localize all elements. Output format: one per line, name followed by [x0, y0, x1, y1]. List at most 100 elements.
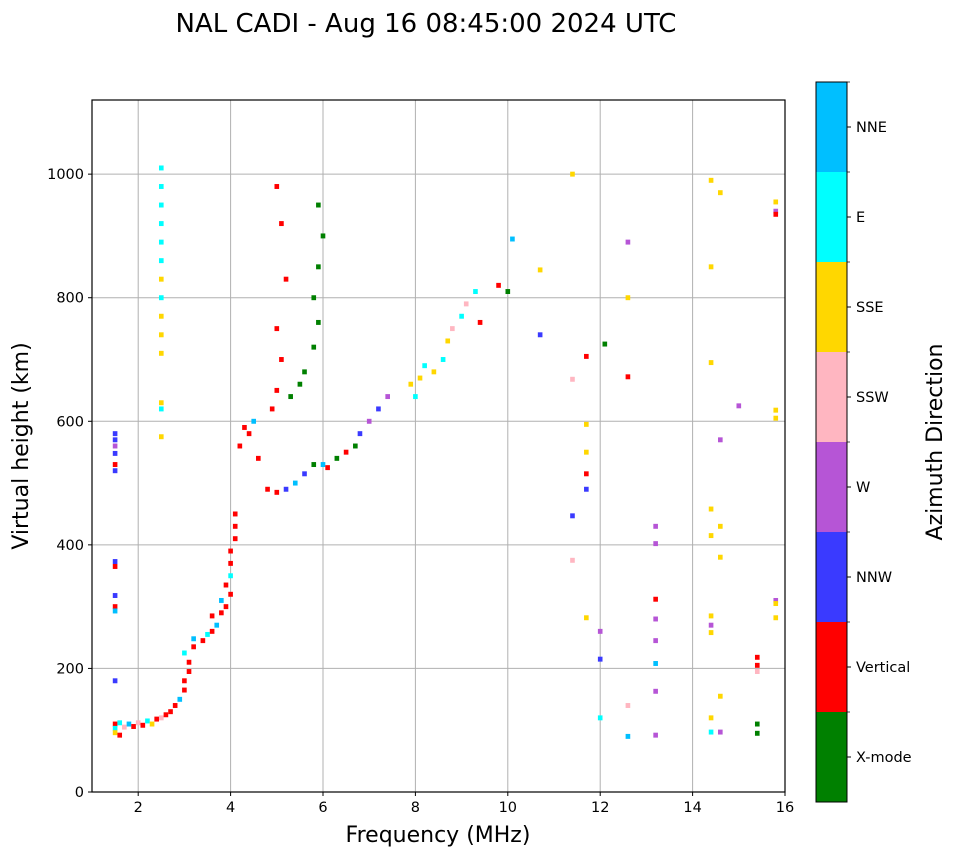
- echo-point: [126, 721, 132, 727]
- y-axis-label: Virtual height (km): [9, 342, 34, 549]
- echo-point: [154, 716, 159, 722]
- echo-point: [773, 597, 779, 603]
- echo-point: [459, 313, 464, 319]
- plot-frame: [91, 99, 786, 793]
- echo-point: [316, 202, 321, 208]
- echo-point: [408, 381, 414, 387]
- colorbar-swatch: [816, 352, 847, 442]
- echo-point: [158, 295, 164, 301]
- echo-point: [246, 431, 252, 437]
- x-tick-label: 4: [226, 800, 235, 816]
- echo-point: [625, 374, 631, 380]
- echo-point: [112, 559, 118, 565]
- echo-point: [214, 622, 220, 628]
- echo-point: [256, 455, 261, 461]
- x-tick-label: 14: [683, 800, 701, 816]
- echo-point: [708, 715, 714, 721]
- echo-point: [708, 533, 714, 539]
- echo-point: [112, 443, 118, 449]
- echo-point: [597, 628, 603, 634]
- echo-point: [773, 415, 779, 421]
- echo-point: [708, 360, 714, 366]
- echo-point: [708, 613, 714, 619]
- echo-point: [200, 638, 206, 644]
- echo-point: [754, 654, 760, 660]
- x-tick-label: 6: [318, 800, 327, 816]
- colorbar-swatch: [816, 82, 847, 172]
- echo-point: [112, 468, 118, 474]
- echo-point: [584, 421, 589, 427]
- echo-point: [718, 190, 723, 196]
- echo-point: [584, 486, 589, 492]
- colorbar-label-item: W: [856, 480, 870, 496]
- y-tick-label: 600: [56, 414, 84, 430]
- echo-point: [440, 357, 446, 362]
- y-tick-label: 0: [75, 785, 84, 801]
- echo-point: [158, 350, 164, 356]
- echo-point: [135, 720, 141, 726]
- echo-point: [597, 656, 603, 662]
- colorbar-label-item: Vertical: [856, 660, 910, 676]
- echo-point: [232, 536, 238, 542]
- echo-point: [653, 616, 658, 622]
- x-tick-label: 12: [591, 800, 609, 816]
- echo-point: [112, 678, 118, 684]
- colorbar-label-item: E: [856, 210, 865, 226]
- echo-point: [584, 615, 589, 621]
- echo-point: [450, 326, 455, 332]
- echo-point: [149, 721, 155, 727]
- echo-point: [158, 276, 164, 282]
- echo-point: [537, 332, 543, 338]
- echo-point: [653, 541, 658, 547]
- echo-point: [754, 721, 760, 727]
- echo-point: [653, 638, 658, 644]
- echo-point: [292, 480, 298, 486]
- echo-point: [343, 449, 349, 455]
- echo-point: [158, 313, 164, 319]
- colorbar-swatch: [816, 622, 847, 712]
- echo-point: [708, 622, 714, 628]
- echo-point: [163, 712, 169, 718]
- echo-point: [653, 732, 658, 738]
- echo-point: [773, 407, 779, 413]
- echo-point: [413, 394, 418, 400]
- echo-point: [283, 276, 289, 282]
- echo-point: [718, 554, 723, 560]
- echo-point: [172, 703, 178, 708]
- grid-lines: [92, 100, 786, 793]
- echo-point: [191, 644, 196, 650]
- echo-point: [223, 604, 229, 610]
- echo-point: [182, 678, 187, 684]
- echo-points: [112, 165, 779, 739]
- echo-point: [754, 662, 760, 668]
- echo-point: [219, 610, 224, 616]
- echo-point: [158, 258, 164, 264]
- echo-point: [445, 338, 451, 344]
- echo-point: [773, 211, 779, 217]
- echo-point: [570, 171, 575, 177]
- echo-point: [112, 593, 118, 598]
- echo-point: [708, 630, 714, 636]
- echo-point: [311, 295, 317, 301]
- echo-point: [653, 661, 658, 666]
- echo-point: [584, 471, 589, 477]
- echo-point: [537, 267, 543, 273]
- x-axis-ticks: 2 4 6 8 10 12 14 16: [134, 792, 794, 816]
- echo-point: [570, 557, 575, 563]
- echo-point: [477, 319, 483, 325]
- echo-point: [653, 596, 658, 602]
- echo-point: [131, 724, 136, 729]
- echo-point: [228, 548, 233, 554]
- echo-point: [334, 455, 340, 461]
- echo-point: [302, 369, 307, 375]
- echo-point: [158, 221, 164, 227]
- echo-point: [122, 724, 127, 730]
- echo-point: [140, 722, 146, 728]
- echo-point: [112, 462, 118, 468]
- colorbar-swatch: [816, 262, 847, 352]
- colorbar-frame: [815, 81, 848, 803]
- echo-point: [718, 693, 723, 699]
- echo-point: [718, 729, 723, 735]
- echo-point: [223, 582, 229, 588]
- echo-point: [209, 613, 215, 619]
